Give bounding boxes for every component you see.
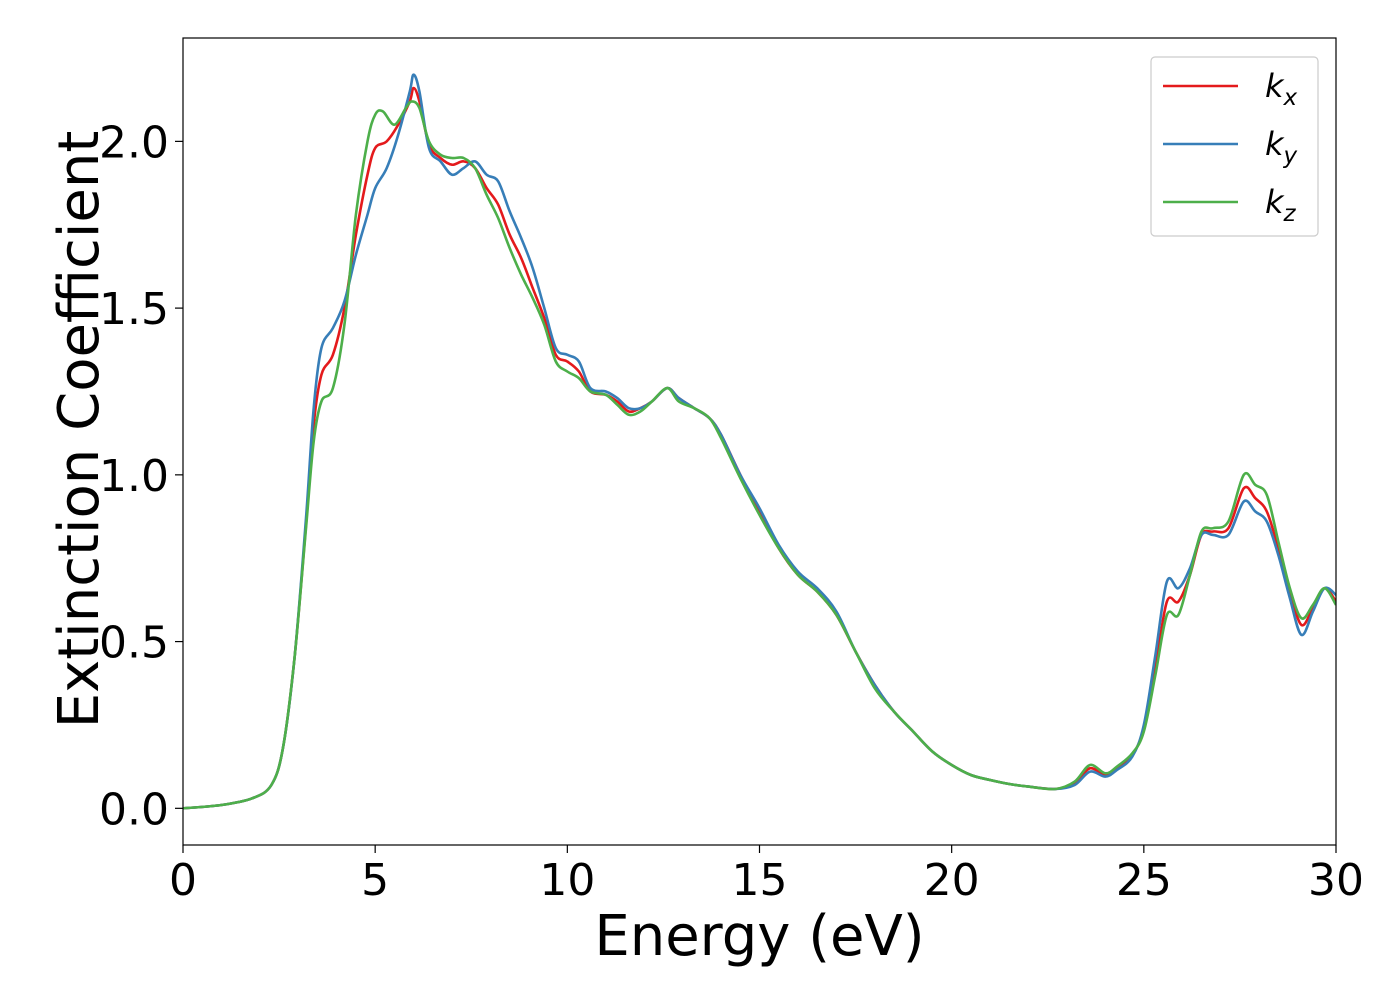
legend-box [1150, 56, 1319, 237]
legend-label-subscript: x [1283, 85, 1298, 111]
legend-label-base: k [1265, 67, 1285, 105]
x-tick-label: 0 [169, 855, 197, 906]
legend-label-subscript: y [1283, 143, 1298, 169]
y-tick-label: 0.0 [99, 784, 169, 835]
plot-frame [182, 37, 1337, 846]
x-tick-label: 30 [1308, 855, 1364, 906]
legend-label-kx: kx [1265, 67, 1298, 111]
legend-label-base: k [1265, 125, 1285, 163]
x-tick-label: 15 [732, 855, 788, 906]
x-tick-label: 25 [1116, 855, 1172, 906]
y-tick-label: 2.0 [99, 117, 169, 168]
x-tick-label: 20 [924, 855, 980, 906]
x-tick-label: 10 [539, 855, 595, 906]
legend-label-subscript: z [1283, 201, 1297, 227]
y-tick-label: 1.0 [99, 451, 169, 502]
y-tick-label: 0.5 [99, 618, 169, 669]
series-layer [183, 73, 1336, 810]
series-line-kz [183, 100, 1336, 810]
legend-label-base: k [1265, 183, 1285, 221]
x-tick-label: 5 [361, 855, 389, 906]
y-axis-label: Extinction Coefficient [47, 131, 112, 729]
x-axis-label: Energy (eV) [594, 904, 924, 969]
tick-layer: 0 5 10 15 20 25 30 0.0 0.5 1.0 1.5 2.0 [99, 117, 1364, 906]
y-tick-label: 1.5 [99, 284, 169, 335]
legend-label-ky: ky [1265, 125, 1298, 169]
legend-label-kz: kz [1265, 183, 1297, 227]
